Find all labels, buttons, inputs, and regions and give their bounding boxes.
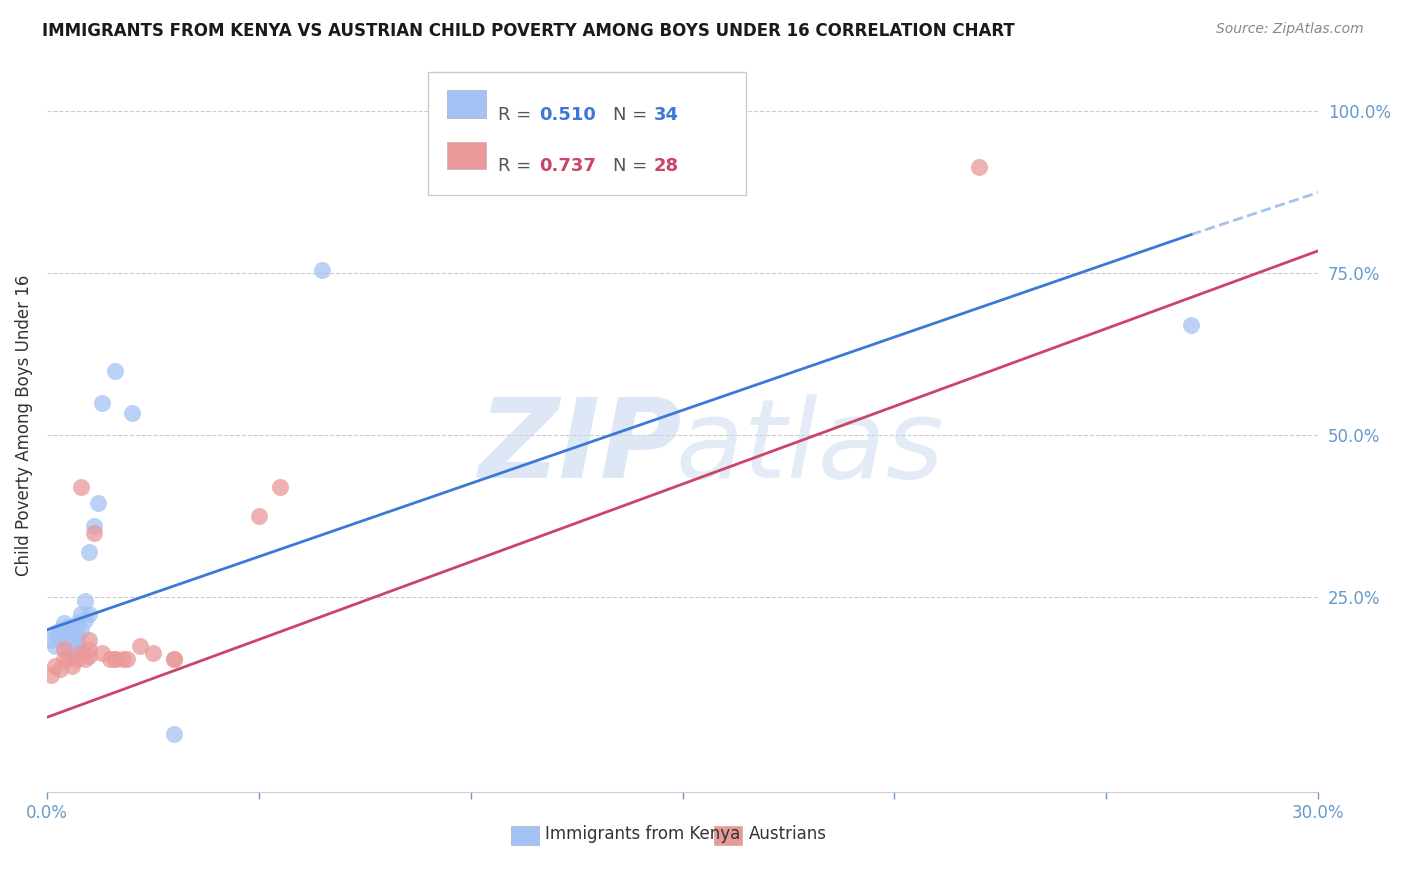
Point [48, 662, 70, 676]
Point [311, 263, 333, 277]
Point [56, 639, 79, 653]
Text: 0.737: 0.737 [538, 157, 596, 175]
Point [83, 525, 105, 540]
Point [77, 642, 100, 657]
Point [142, 646, 165, 660]
Point [65, 639, 87, 653]
Point [269, 480, 291, 494]
Point [77, 632, 100, 647]
Text: N =: N = [613, 106, 652, 124]
Point [73, 652, 96, 666]
Bar [714, 826, 742, 845]
Point [121, 406, 143, 420]
Point [112, 652, 135, 666]
Point [44, 626, 66, 640]
Point [48, 626, 70, 640]
Point [65, 616, 87, 631]
Point [56, 629, 79, 643]
Point [69, 646, 91, 660]
Point [48, 623, 70, 637]
Point [60, 619, 83, 633]
Point [117, 652, 139, 666]
Point [967, 160, 990, 174]
FancyBboxPatch shape [429, 72, 747, 195]
Point [69, 480, 91, 494]
Point [247, 509, 270, 524]
Point [87, 496, 110, 510]
Point [52, 629, 75, 643]
Text: 0.510: 0.510 [538, 106, 596, 124]
Point [56, 652, 79, 666]
Text: Austrians: Austrians [749, 824, 827, 843]
Point [91, 396, 114, 410]
Point [48, 632, 70, 647]
Text: N =: N = [613, 157, 652, 175]
Text: atlas: atlas [675, 394, 943, 501]
Bar [510, 826, 538, 845]
Point [163, 652, 186, 666]
Point [65, 632, 87, 647]
Point [39, 632, 62, 647]
Point [60, 632, 83, 647]
Point [77, 648, 100, 663]
Point [60, 658, 83, 673]
Point [163, 652, 186, 666]
Text: Source: ZipAtlas.com: Source: ZipAtlas.com [1216, 22, 1364, 37]
Point [163, 726, 186, 740]
Point [73, 613, 96, 627]
Point [52, 616, 75, 631]
Point [69, 623, 91, 637]
Point [60, 626, 83, 640]
Point [39, 668, 62, 682]
Point [129, 639, 152, 653]
Point [44, 639, 66, 653]
Point [65, 652, 87, 666]
Text: ZIP: ZIP [479, 394, 683, 501]
Point [52, 632, 75, 647]
Point [83, 519, 105, 533]
Text: R =: R = [498, 106, 537, 124]
Bar [447, 142, 485, 169]
Point [69, 607, 91, 621]
Text: R =: R = [498, 157, 537, 175]
Point [56, 619, 79, 633]
Text: Immigrants from Kenya: Immigrants from Kenya [546, 824, 741, 843]
Point [91, 646, 114, 660]
Point [104, 364, 127, 378]
Point [104, 652, 127, 666]
Point [77, 545, 100, 559]
Point [65, 626, 87, 640]
Y-axis label: Child Poverty Among Boys Under 16: Child Poverty Among Boys Under 16 [15, 275, 32, 576]
Point [44, 658, 66, 673]
Point [52, 642, 75, 657]
Point [77, 607, 100, 621]
Point [52, 652, 75, 666]
Point [1180, 318, 1202, 333]
Text: 34: 34 [654, 106, 678, 124]
Point [100, 652, 122, 666]
Point [60, 642, 83, 657]
Point [104, 652, 127, 666]
Point [73, 593, 96, 607]
Text: IMMIGRANTS FROM KENYA VS AUSTRIAN CHILD POVERTY AMONG BOYS UNDER 16 CORRELATION : IMMIGRANTS FROM KENYA VS AUSTRIAN CHILD … [42, 22, 1015, 40]
Text: 28: 28 [654, 157, 679, 175]
Bar [447, 90, 485, 118]
